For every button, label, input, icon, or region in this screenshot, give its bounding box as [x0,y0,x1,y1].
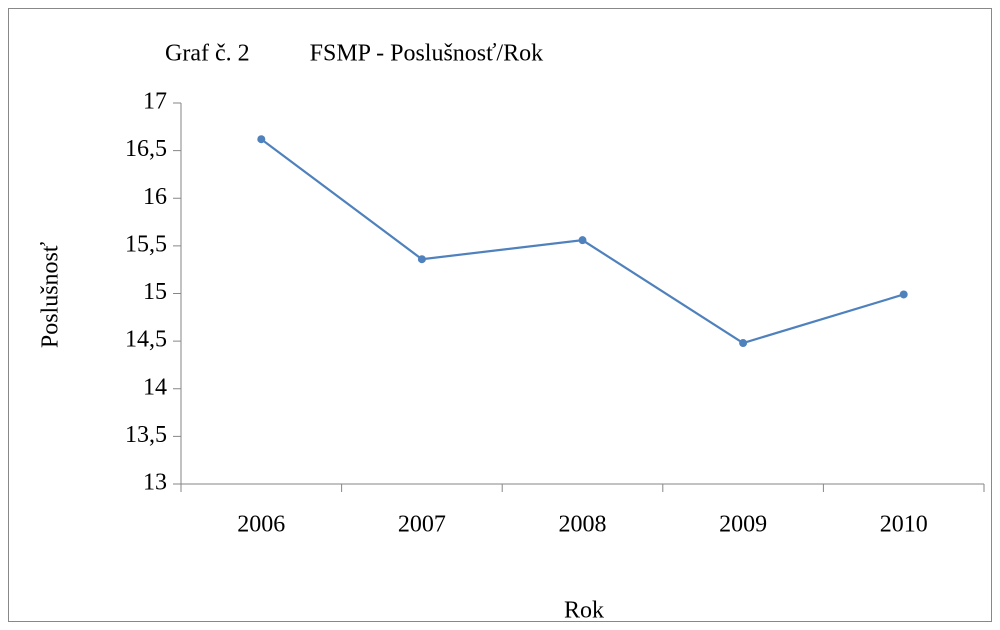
chart-frame [8,8,992,622]
y-tick-label: 15,5 [125,231,167,257]
x-tick-label: 2008 [559,512,607,538]
x-tick-label: 2006 [237,512,285,538]
y-tick-label: 15 [143,279,167,305]
chart-title: Graf č. 2 FSMP - Poslušnosť/Rok [165,41,543,67]
y-tick-label: 17 [143,89,167,115]
marker [417,255,426,264]
x-axis-label: Rok [564,598,604,624]
marker [578,236,587,245]
y-tick-label: 13 [143,470,167,496]
marker [257,135,266,144]
marker [739,339,748,348]
y-tick-label: 13,5 [125,422,167,448]
x-tick-label: 2009 [719,512,767,538]
y-tick-label: 14 [143,374,167,400]
x-tick-label: 2007 [398,512,446,538]
x-tick-label: 2010 [880,512,928,538]
y-axis-label: Poslušnosť [38,242,64,348]
y-tick-label: 14,5 [125,327,167,353]
marker [899,290,908,299]
y-tick-label: 16 [143,184,167,210]
y-tick-label: 16,5 [125,136,167,162]
